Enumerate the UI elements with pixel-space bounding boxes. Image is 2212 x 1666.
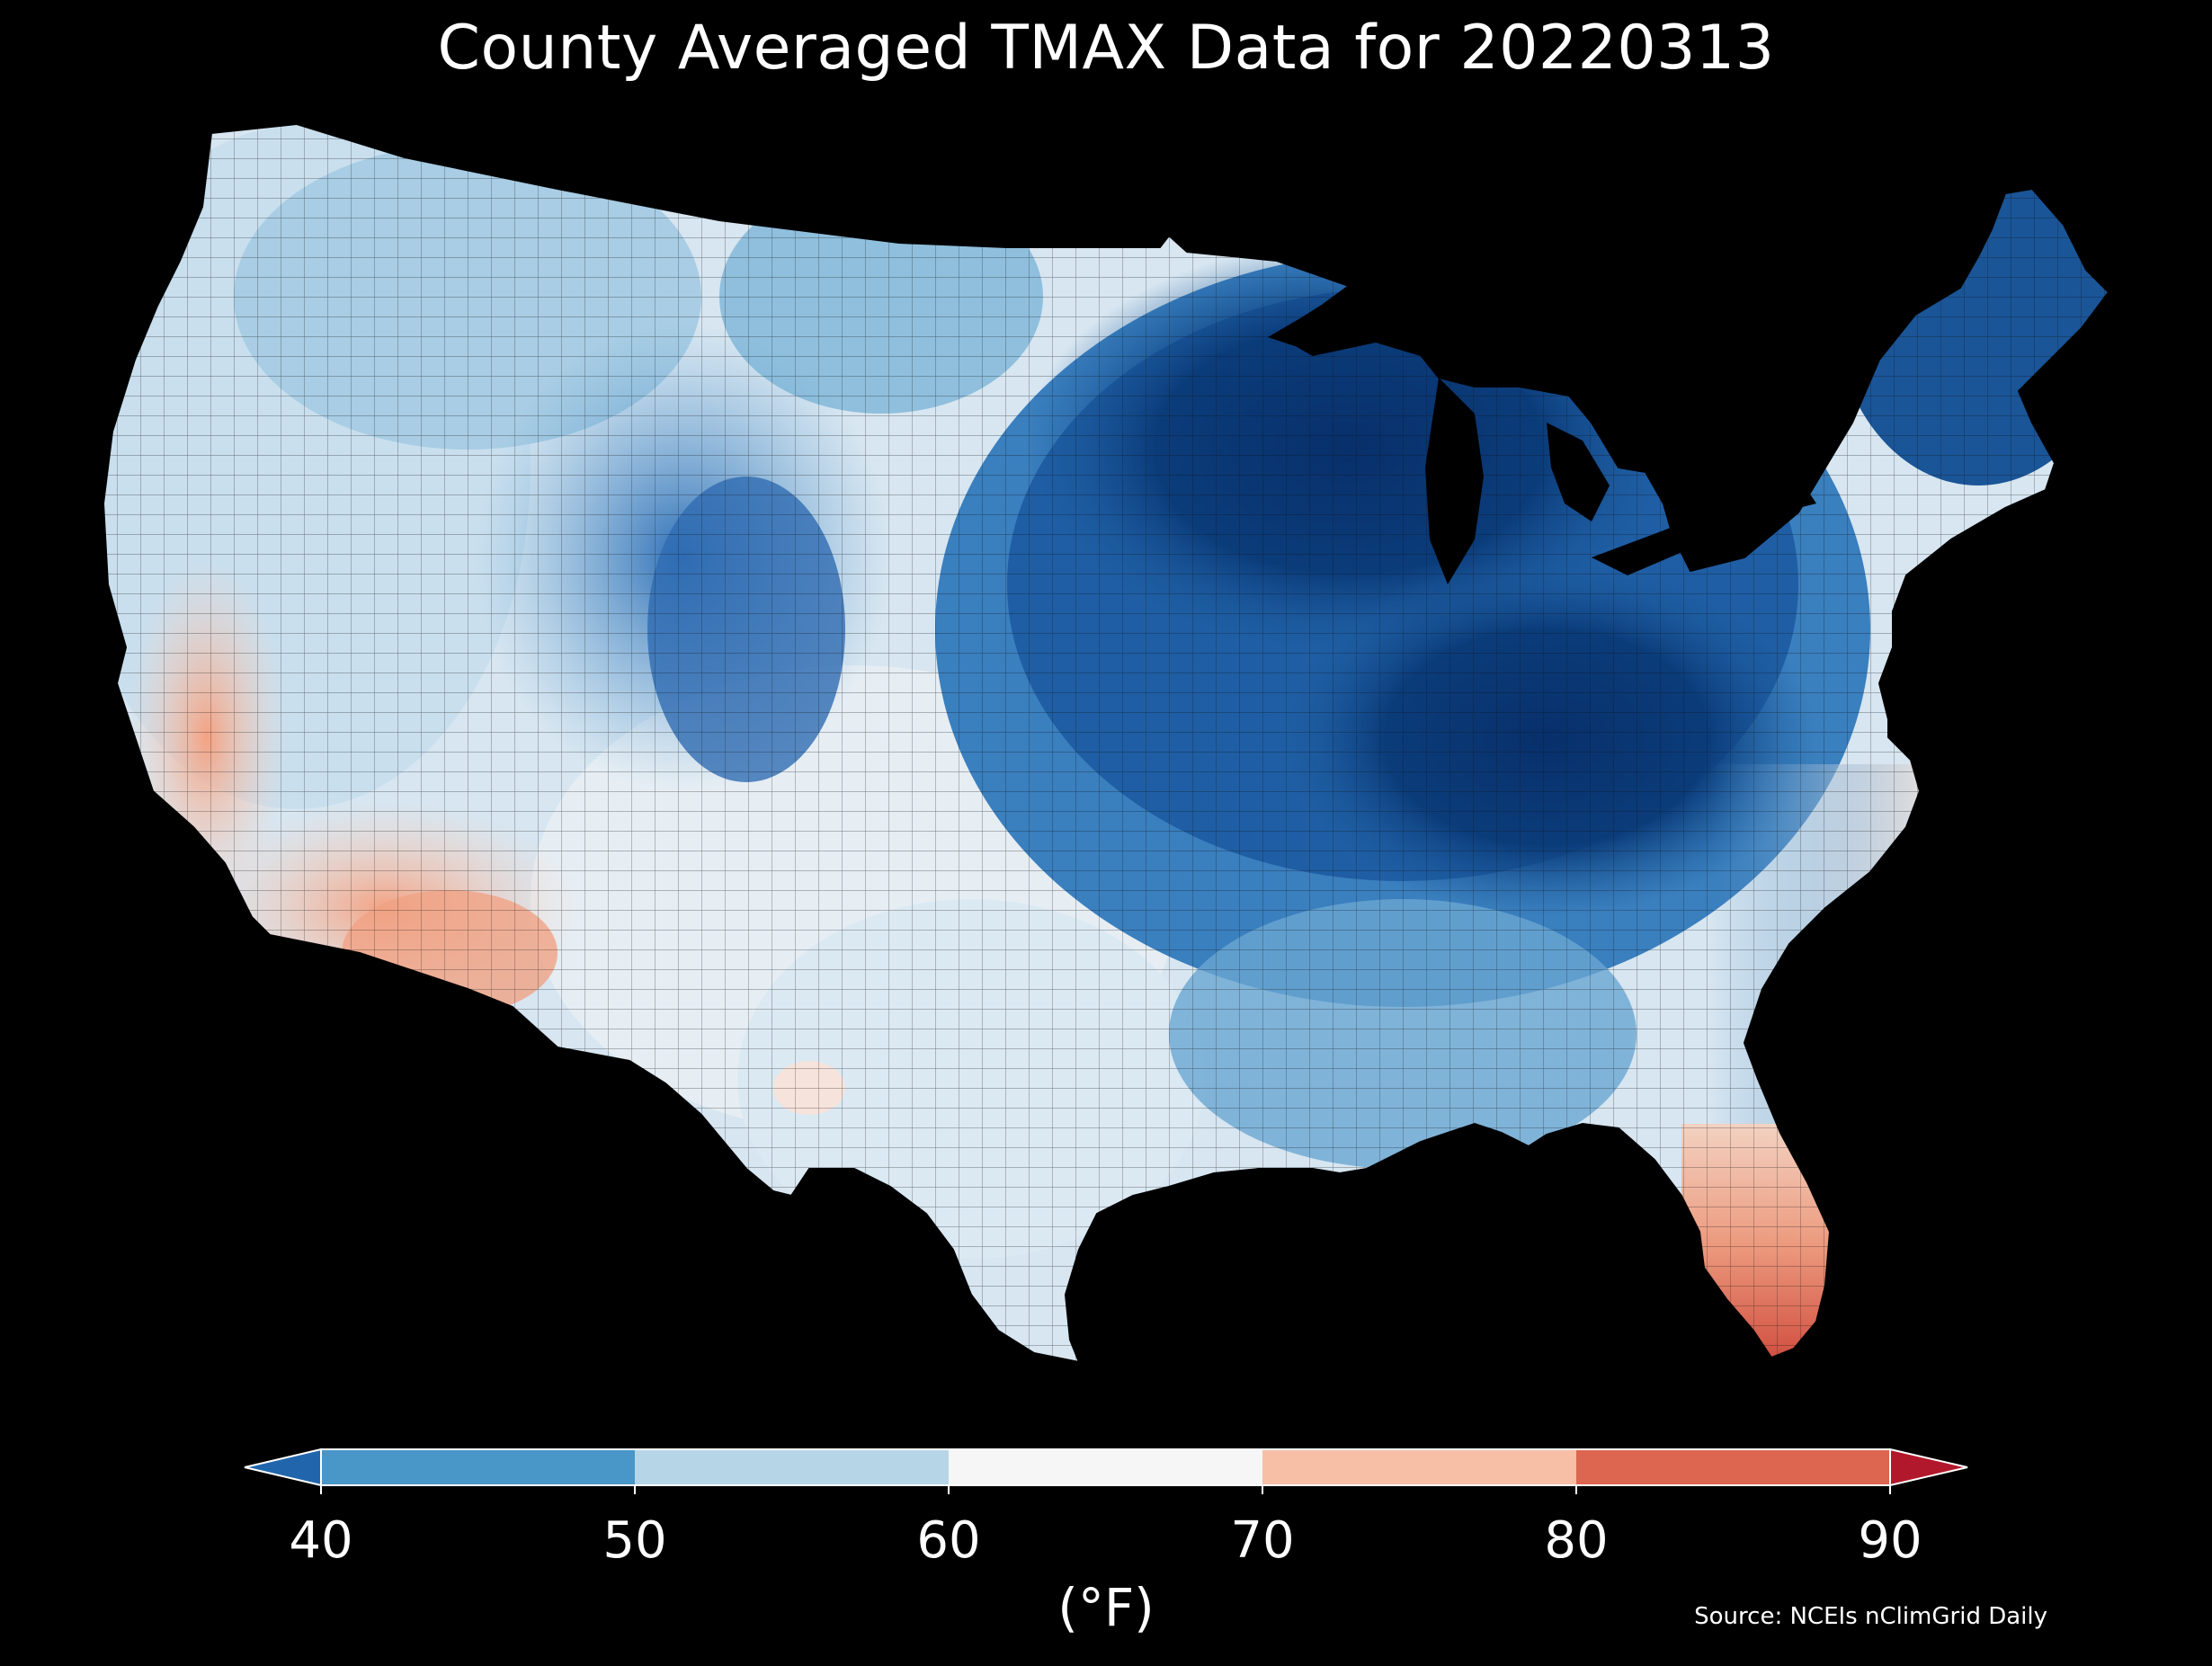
source-credit: Source: NCEIs nClimGrid Daily: [1694, 1603, 2047, 1630]
colorbar-tick-label: 90: [1858, 1511, 1922, 1570]
colorbar-bin-0: [321, 1449, 635, 1485]
colorbar-bin-4: [1576, 1449, 1890, 1485]
colorbar-bin-3: [1262, 1449, 1576, 1485]
colorbar-bin-1: [635, 1449, 949, 1485]
colorbar-tick-label: 40: [289, 1511, 352, 1570]
colorbar-tick-label: 80: [1544, 1511, 1608, 1570]
colorbar-bins: [321, 1449, 1890, 1485]
chart-title: County Averaged TMAX Data for 20220313: [437, 13, 1775, 84]
colorbar-under-arrow: [244, 1448, 322, 1487]
colorbar-tick-label: 50: [602, 1511, 666, 1570]
colorbar-tick-label: 70: [1230, 1511, 1294, 1570]
great-lakes: [1268, 288, 1816, 584]
colorbar-bin-2: [949, 1449, 1262, 1485]
colorbar-label: (°F): [1057, 1577, 1155, 1638]
colorbar-ticks: 40 50 60 70 80 90: [289, 1485, 1922, 1570]
colorbar-over-arrow: [1889, 1448, 1968, 1487]
colorbar-tick-label: 60: [916, 1511, 980, 1570]
colorbar-outline: [320, 1448, 1891, 1486]
